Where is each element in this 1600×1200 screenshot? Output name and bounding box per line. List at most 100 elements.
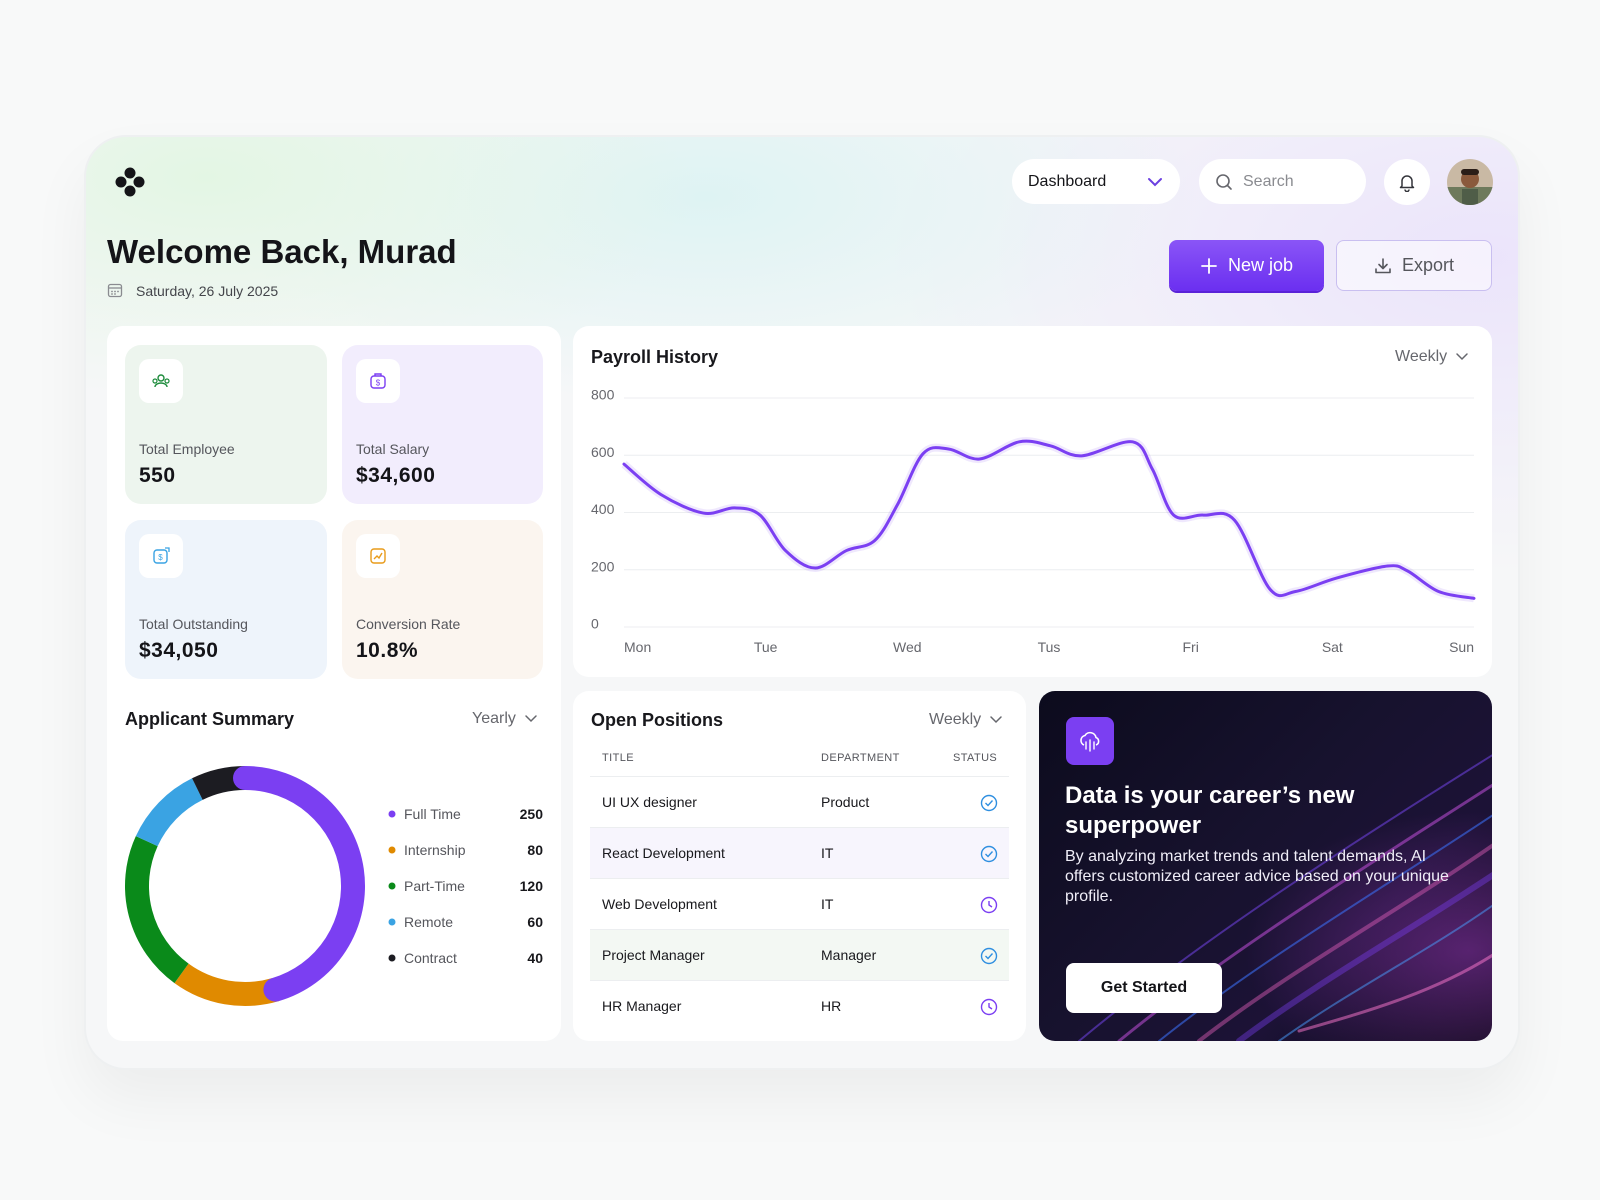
promo-card: Data is your career’s new superpower By … bbox=[1039, 691, 1492, 1041]
stat-card: $ Total Outstanding $34,050 bbox=[125, 520, 327, 679]
legend-swatch bbox=[388, 882, 396, 890]
stat-label: Conversion Rate bbox=[356, 616, 461, 632]
stat-icon: $ bbox=[139, 534, 183, 578]
column-header: DEPARTMENT bbox=[821, 752, 900, 764]
new-job-button[interactable]: New job bbox=[1169, 240, 1324, 291]
position-department: HR bbox=[821, 998, 842, 1014]
table-row[interactable]: React Development IT bbox=[590, 827, 1009, 878]
x-tick-label: Wed bbox=[893, 639, 922, 655]
legend-label: Remote bbox=[404, 914, 453, 930]
legend-label: Part-Time bbox=[404, 878, 465, 894]
column-header: STATUS bbox=[953, 752, 998, 764]
payroll-panel bbox=[573, 326, 1492, 677]
period-label: Weekly bbox=[1395, 348, 1448, 365]
applicant-title: Applicant Summary bbox=[125, 709, 295, 729]
position-department: IT bbox=[821, 896, 834, 912]
chevron bbox=[990, 716, 1002, 724]
legend-swatch bbox=[388, 846, 396, 854]
notifications-button[interactable] bbox=[1384, 159, 1430, 205]
calendar-icon bbox=[107, 283, 123, 298]
legend-swatch bbox=[388, 810, 396, 818]
stat-value: 10.8% bbox=[356, 639, 419, 662]
bell-icon bbox=[1399, 175, 1415, 192]
chevron bbox=[525, 715, 537, 723]
position-department: Product bbox=[821, 794, 870, 810]
donut-segment bbox=[135, 778, 203, 847]
donut-chart bbox=[125, 766, 365, 1006]
stat-card: Conversion Rate 10.8% bbox=[342, 520, 543, 679]
legend-value: 40 bbox=[527, 950, 543, 966]
y-tick-label: 200 bbox=[591, 558, 615, 574]
x-tick-label: Sun bbox=[1449, 639, 1474, 655]
logo bbox=[115, 167, 145, 197]
promo-text: By analyzing market trends and talent de… bbox=[1065, 848, 1449, 905]
table-row[interactable]: HR Manager HR bbox=[590, 980, 1009, 1031]
table-row[interactable]: Web Development IT bbox=[590, 878, 1009, 929]
legend-value: 80 bbox=[527, 842, 543, 858]
position-title: HR Manager bbox=[602, 998, 682, 1014]
position-title: Web Development bbox=[602, 896, 717, 912]
svg-text:$: $ bbox=[376, 379, 381, 388]
x-tick-label: Tue bbox=[754, 639, 778, 655]
stat-icon bbox=[139, 359, 183, 403]
table-row[interactable]: Project Manager Manager bbox=[590, 929, 1009, 980]
export-button[interactable]: Export bbox=[1336, 240, 1492, 291]
x-tick-label: Mon bbox=[624, 639, 651, 655]
chevron bbox=[1456, 353, 1468, 361]
legend-label: Internship bbox=[404, 842, 466, 858]
period-select[interactable]: Weekly bbox=[1395, 348, 1469, 366]
table-row[interactable]: UI UX designer Product bbox=[590, 776, 1009, 827]
position-title: Project Manager bbox=[602, 947, 705, 963]
svg-text:$: $ bbox=[158, 553, 163, 562]
stat-icon bbox=[356, 534, 400, 578]
status-pending-icon bbox=[980, 998, 998, 1016]
nav-select-label: Dashboard bbox=[1028, 172, 1107, 190]
legend-value: 120 bbox=[520, 878, 544, 894]
position-department: IT bbox=[821, 845, 834, 861]
stat-label: Total Employee bbox=[139, 441, 235, 457]
stat-icon: $ bbox=[356, 359, 400, 403]
x-tick-label: Sat bbox=[1322, 639, 1343, 655]
position-title: UI UX designer bbox=[602, 794, 697, 810]
status-done-icon bbox=[980, 947, 998, 965]
period-select[interactable]: Yearly bbox=[472, 710, 538, 728]
payroll-title: Payroll History bbox=[591, 347, 719, 367]
avatar[interactable] bbox=[1447, 159, 1493, 205]
new-job-label: New job bbox=[1227, 255, 1294, 275]
search-box[interactable]: Search bbox=[1199, 159, 1366, 204]
download-icon bbox=[1375, 257, 1391, 273]
get-started-button[interactable]: Get Started bbox=[1066, 963, 1222, 1013]
welcome-title: Welcome Back, Murad bbox=[107, 233, 457, 270]
stat-card: Total Employee 550 bbox=[125, 345, 327, 504]
period-select[interactable]: Weekly bbox=[929, 711, 1003, 729]
legend-label: Contract bbox=[404, 950, 457, 966]
position-department: Manager bbox=[821, 947, 877, 963]
search-placeholder: Search bbox=[1243, 172, 1294, 190]
stat-value: $34,050 bbox=[139, 639, 219, 662]
y-tick-label: 800 bbox=[591, 387, 615, 403]
outstanding-icon: $ bbox=[153, 547, 170, 564]
y-tick-label: 400 bbox=[591, 501, 615, 517]
y-tick-label: 600 bbox=[591, 444, 615, 460]
nav-select[interactable]: Dashboard bbox=[1012, 159, 1180, 204]
x-tick-label: Fri bbox=[1183, 639, 1199, 655]
payroll-line bbox=[622, 439, 1476, 600]
stat-card: $ Total Salary $34,600 bbox=[342, 345, 543, 504]
chevron bbox=[1148, 177, 1162, 186]
legend-swatch bbox=[388, 954, 396, 962]
stat-value: 550 bbox=[139, 464, 176, 487]
export-label: Export bbox=[1401, 255, 1455, 275]
status-done-icon bbox=[980, 845, 998, 863]
donut-segment bbox=[125, 836, 189, 984]
column-header: TITLE bbox=[602, 752, 634, 764]
promo-icon bbox=[1066, 717, 1114, 765]
status-done-icon bbox=[980, 794, 998, 812]
legend-value: 250 bbox=[520, 806, 544, 822]
plus-icon bbox=[1201, 257, 1217, 274]
stat-label: Total Outstanding bbox=[139, 616, 248, 632]
donut-segment bbox=[174, 963, 279, 1006]
date: Saturday, 26 July 2025 bbox=[136, 283, 279, 299]
donut-segment bbox=[233, 766, 365, 1002]
position-title: React Development bbox=[602, 845, 725, 861]
